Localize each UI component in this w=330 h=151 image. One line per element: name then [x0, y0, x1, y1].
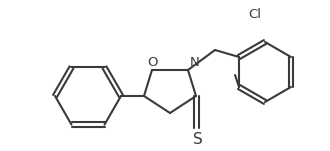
Text: S: S	[193, 132, 203, 148]
Text: Cl: Cl	[248, 8, 261, 21]
Text: O: O	[147, 56, 157, 69]
Text: N: N	[190, 56, 200, 69]
